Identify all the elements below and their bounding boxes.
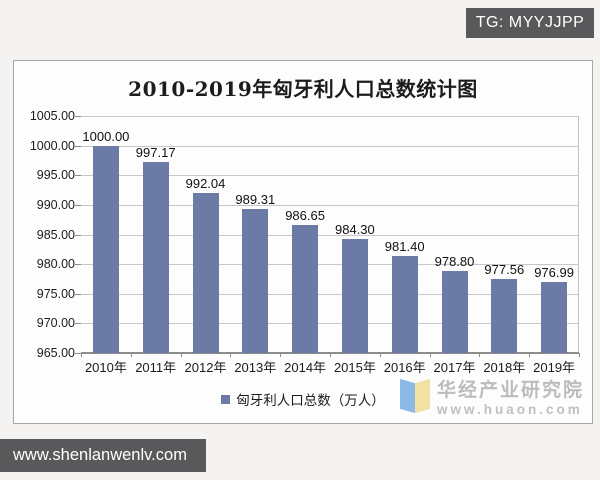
x-axis-tick [379, 353, 381, 357]
bar [142, 162, 169, 353]
bar [92, 145, 119, 353]
y-axis-tick [75, 323, 81, 325]
y-tick-label: 980.00 [36, 257, 75, 272]
bar-value-label: 1000.00 [82, 128, 130, 144]
bar-value-label: 992.04 [185, 175, 226, 191]
chart-legend: 匈牙利人口总数（万人） [14, 389, 592, 409]
site-url-badge: www.shenlanwenlv.com [0, 439, 206, 472]
bar-value-label: 978.80 [434, 254, 475, 270]
x-tick-label: 2010年 [84, 360, 127, 375]
legend-label: 匈牙利人口总数（万人） [236, 393, 385, 408]
x-axis-tick [81, 353, 82, 357]
y-axis-tick [75, 175, 81, 177]
bar-value-label: 997.17 [135, 145, 176, 161]
x-tick-label: 2011年 [135, 360, 177, 375]
y-axis-tick [75, 204, 81, 206]
y-tick-label: 995.00 [36, 168, 75, 183]
y-tick-label: 990.00 [36, 197, 75, 212]
plot-area: 965.00 970.00 975.00 980.00 985.00 990.00 995.… [30, 109, 580, 375]
bar-value-label: 986.65 [285, 207, 325, 223]
bar-value-label: 976.99 [534, 264, 574, 280]
y-axis-tick [75, 116, 81, 117]
bar [491, 278, 518, 353]
x-tick-label: 2012年 [184, 360, 227, 375]
tg-contact-badge: TG: MYYJJPP [466, 8, 594, 38]
bar [292, 224, 319, 353]
y-tick-label: 965.00 [36, 346, 75, 360]
y-axis-tick [75, 353, 81, 354]
bar [192, 192, 219, 353]
grid-line [81, 293, 579, 295]
y-tick-label: 975.00 [36, 286, 75, 301]
y-tick-label: 1000.00 [29, 138, 75, 153]
bar-value-label: 981.40 [384, 238, 425, 254]
bar-value-label: 989.31 [235, 191, 276, 207]
x-tick-label: 2016年 [383, 360, 426, 375]
x-axis-tick [330, 353, 331, 357]
watermark-name: 华经产业研究院 [436, 379, 584, 401]
y-tick-label: 1005.00 [29, 109, 75, 123]
bar [242, 208, 269, 353]
bar [341, 238, 368, 353]
grid-line [81, 264, 579, 266]
bar [541, 281, 568, 353]
x-axis-tick [579, 353, 580, 357]
x-axis-tick [529, 353, 531, 357]
y-axis-tick [75, 264, 81, 266]
grid-line [81, 323, 579, 325]
x-tick-label: 2014年 [284, 360, 327, 375]
x-axis-tick [130, 353, 132, 357]
x-axis-tick [280, 353, 282, 357]
legend-swatch [221, 394, 231, 404]
watermark-url: www.huaon.com [436, 401, 583, 417]
x-axis-tick [180, 353, 182, 357]
y-axis-tick [75, 293, 81, 295]
chart-title: 2010-2019年匈牙利人口总数统计图 [128, 77, 478, 101]
grid-line [81, 145, 579, 147]
x-tick-label: 2015年 [333, 360, 376, 375]
grid-line [81, 175, 579, 177]
x-tick-label: 2019年 [533, 360, 576, 375]
bar-value-label: 977.56 [484, 261, 525, 277]
y-tick-label: 985.00 [36, 227, 75, 242]
bar-value-label: 984.30 [335, 221, 375, 237]
grid-line [81, 116, 579, 117]
x-axis-tick [429, 353, 431, 357]
chart-panel: 华经产业研究院 www.huaon.com 2010-2019年匈牙利人口总数统… [13, 60, 593, 424]
y-axis-tick [75, 234, 81, 236]
y-tick-label: 970.00 [36, 316, 75, 331]
x-tick-label: 2018年 [483, 360, 526, 375]
watermark: 华经产业研究院 www.huaon.com [399, 378, 584, 419]
y-axis-tick [75, 145, 81, 147]
grid-line [81, 204, 579, 206]
bar [391, 255, 418, 353]
bar [441, 271, 468, 353]
x-tick-label: 2013年 [234, 360, 277, 375]
x-axis-tick [479, 353, 481, 357]
x-axis-tick [230, 353, 232, 357]
grid-line [81, 234, 579, 236]
x-tick-label: 2017年 [433, 360, 476, 375]
